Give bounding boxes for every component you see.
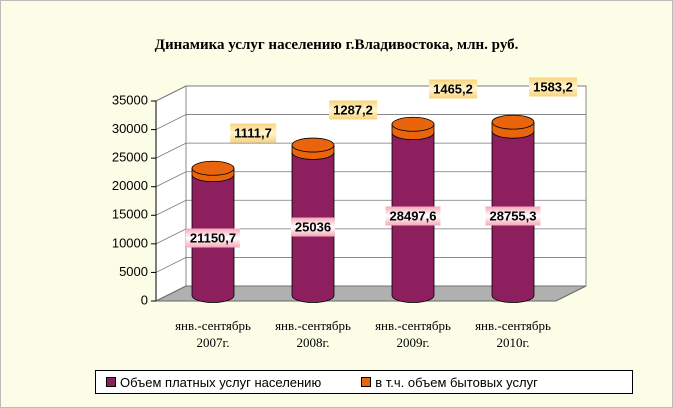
grid-line bbox=[155, 257, 586, 273]
bar-cap bbox=[491, 114, 535, 130]
data-label: 1111,7 bbox=[230, 123, 276, 143]
data-label: 28497,6 bbox=[385, 206, 441, 226]
data-label: 25036 bbox=[290, 217, 336, 237]
y-tick-label: 5000 bbox=[119, 264, 148, 279]
side-wall bbox=[155, 85, 187, 302]
grid-line bbox=[155, 199, 586, 216]
y-tick-label: 15000 bbox=[112, 207, 148, 222]
x-tick-label: янв.-сентябрь 2007г. bbox=[175, 318, 251, 350]
data-label: 28755,3 bbox=[485, 206, 541, 226]
data-label: 1287,2 bbox=[329, 100, 377, 120]
legend-item: Объем платных услуг населению bbox=[106, 375, 321, 390]
y-tick-label: 25000 bbox=[112, 150, 148, 165]
x-tick-label: янв.-сентябрь 2008г. bbox=[275, 318, 351, 350]
x-tick-label: янв.-сентябрь 2009г. bbox=[375, 318, 451, 350]
y-tick-label: 0 bbox=[141, 292, 148, 307]
legend: Объем платных услуг населению в т.ч. объе… bbox=[95, 370, 633, 394]
data-label: 1465,2 bbox=[429, 79, 477, 99]
y-tick-label: 20000 bbox=[112, 178, 148, 193]
grid-line bbox=[155, 142, 586, 159]
data-label: 21150,7 bbox=[185, 228, 241, 248]
bar-cap bbox=[391, 116, 435, 132]
legend-label: Объем платных услуг населению bbox=[120, 374, 322, 390]
legend-swatch bbox=[361, 377, 372, 387]
x-tick-label: янв.-сентябрь 2010г. bbox=[475, 318, 551, 350]
grid-line bbox=[155, 114, 586, 130]
y-tick-label: 30000 bbox=[112, 121, 148, 136]
y-tick-label: 10000 bbox=[112, 235, 148, 250]
y-tick-label: 35000 bbox=[112, 92, 148, 107]
chart-title: Динамика услуг населению г.Владивостока,… bbox=[154, 37, 519, 53]
grid-line bbox=[155, 285, 586, 302]
bar-cap bbox=[191, 160, 235, 176]
legend-swatch bbox=[106, 377, 116, 387]
data-label: 1583,2 bbox=[529, 77, 577, 97]
legend-item: в т.ч. объем бытовых услуг bbox=[361, 375, 538, 390]
bar-cap bbox=[291, 137, 335, 153]
grid-line bbox=[155, 171, 586, 188]
legend-label: в т.ч. объем бытовых услуг bbox=[375, 374, 538, 390]
